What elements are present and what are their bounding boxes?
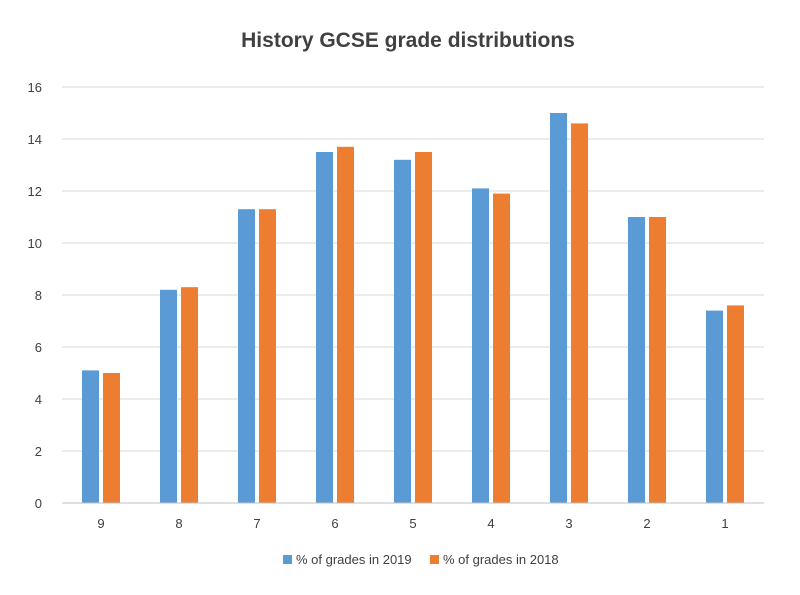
gridlines	[62, 86, 764, 452]
y-tick-label: 0	[35, 496, 42, 511]
y-tick-label: 4	[35, 392, 42, 407]
bar-2018-grade-6	[337, 146, 354, 504]
bars	[82, 113, 744, 504]
legend-swatch	[430, 555, 439, 564]
x-tick-label: 6	[331, 516, 338, 531]
x-tick-label: 4	[487, 516, 494, 531]
y-tick-label: 6	[35, 340, 42, 355]
bar-2018-grade-1	[727, 305, 744, 503]
legend: % of grades in 2019 % of grades in 2018	[283, 552, 559, 567]
y-tick-label: 14	[28, 132, 42, 147]
x-tick-label: 3	[565, 516, 572, 531]
bar-2018-grade-5	[415, 152, 432, 503]
y-axis-ticks: 0 2 4 6 8 10 12 14 16	[28, 80, 42, 511]
bar-2018-grade-7	[259, 209, 276, 503]
legend-label: % of grades in 2019	[296, 552, 412, 567]
bar-2018-grade-8	[181, 287, 198, 503]
x-tick-label: 1	[721, 516, 728, 531]
x-tick-label: 8	[175, 516, 182, 531]
bar-2018-grade-9	[103, 373, 120, 503]
bar-2019-grade-7	[238, 209, 255, 503]
y-tick-label: 10	[28, 236, 42, 251]
x-tick-label: 9	[97, 516, 104, 531]
x-tick-label: 5	[409, 516, 416, 531]
y-tick-label: 16	[28, 80, 42, 95]
bar-2019-grade-9	[82, 370, 99, 503]
bar-2018-grade-3	[571, 123, 588, 504]
y-tick-label: 8	[35, 288, 42, 303]
bar-2019-grade-2	[628, 217, 645, 503]
x-tick-label: 2	[643, 516, 650, 531]
y-tick-label: 2	[35, 444, 42, 459]
legend-swatch	[283, 555, 292, 564]
y-tick-label: 12	[28, 184, 42, 199]
legend-label: % of grades in 2018	[443, 552, 559, 567]
bar-2018-grade-4	[493, 193, 510, 503]
bar-2019-grade-6	[316, 152, 333, 503]
x-tick-label: 7	[253, 516, 260, 531]
bar-2018-grade-2	[649, 217, 666, 503]
bar-2019-grade-5	[394, 159, 411, 504]
bar-2019-grade-4	[472, 188, 489, 503]
chart-title: History GCSE grade distributions	[241, 29, 575, 52]
bar-2019-grade-1	[706, 310, 723, 503]
x-axis-ticks: 9 8 7 6 5 4 3 2 1	[97, 516, 728, 531]
bar-2019-grade-8	[160, 289, 177, 503]
bar-2019-grade-3	[550, 113, 567, 503]
